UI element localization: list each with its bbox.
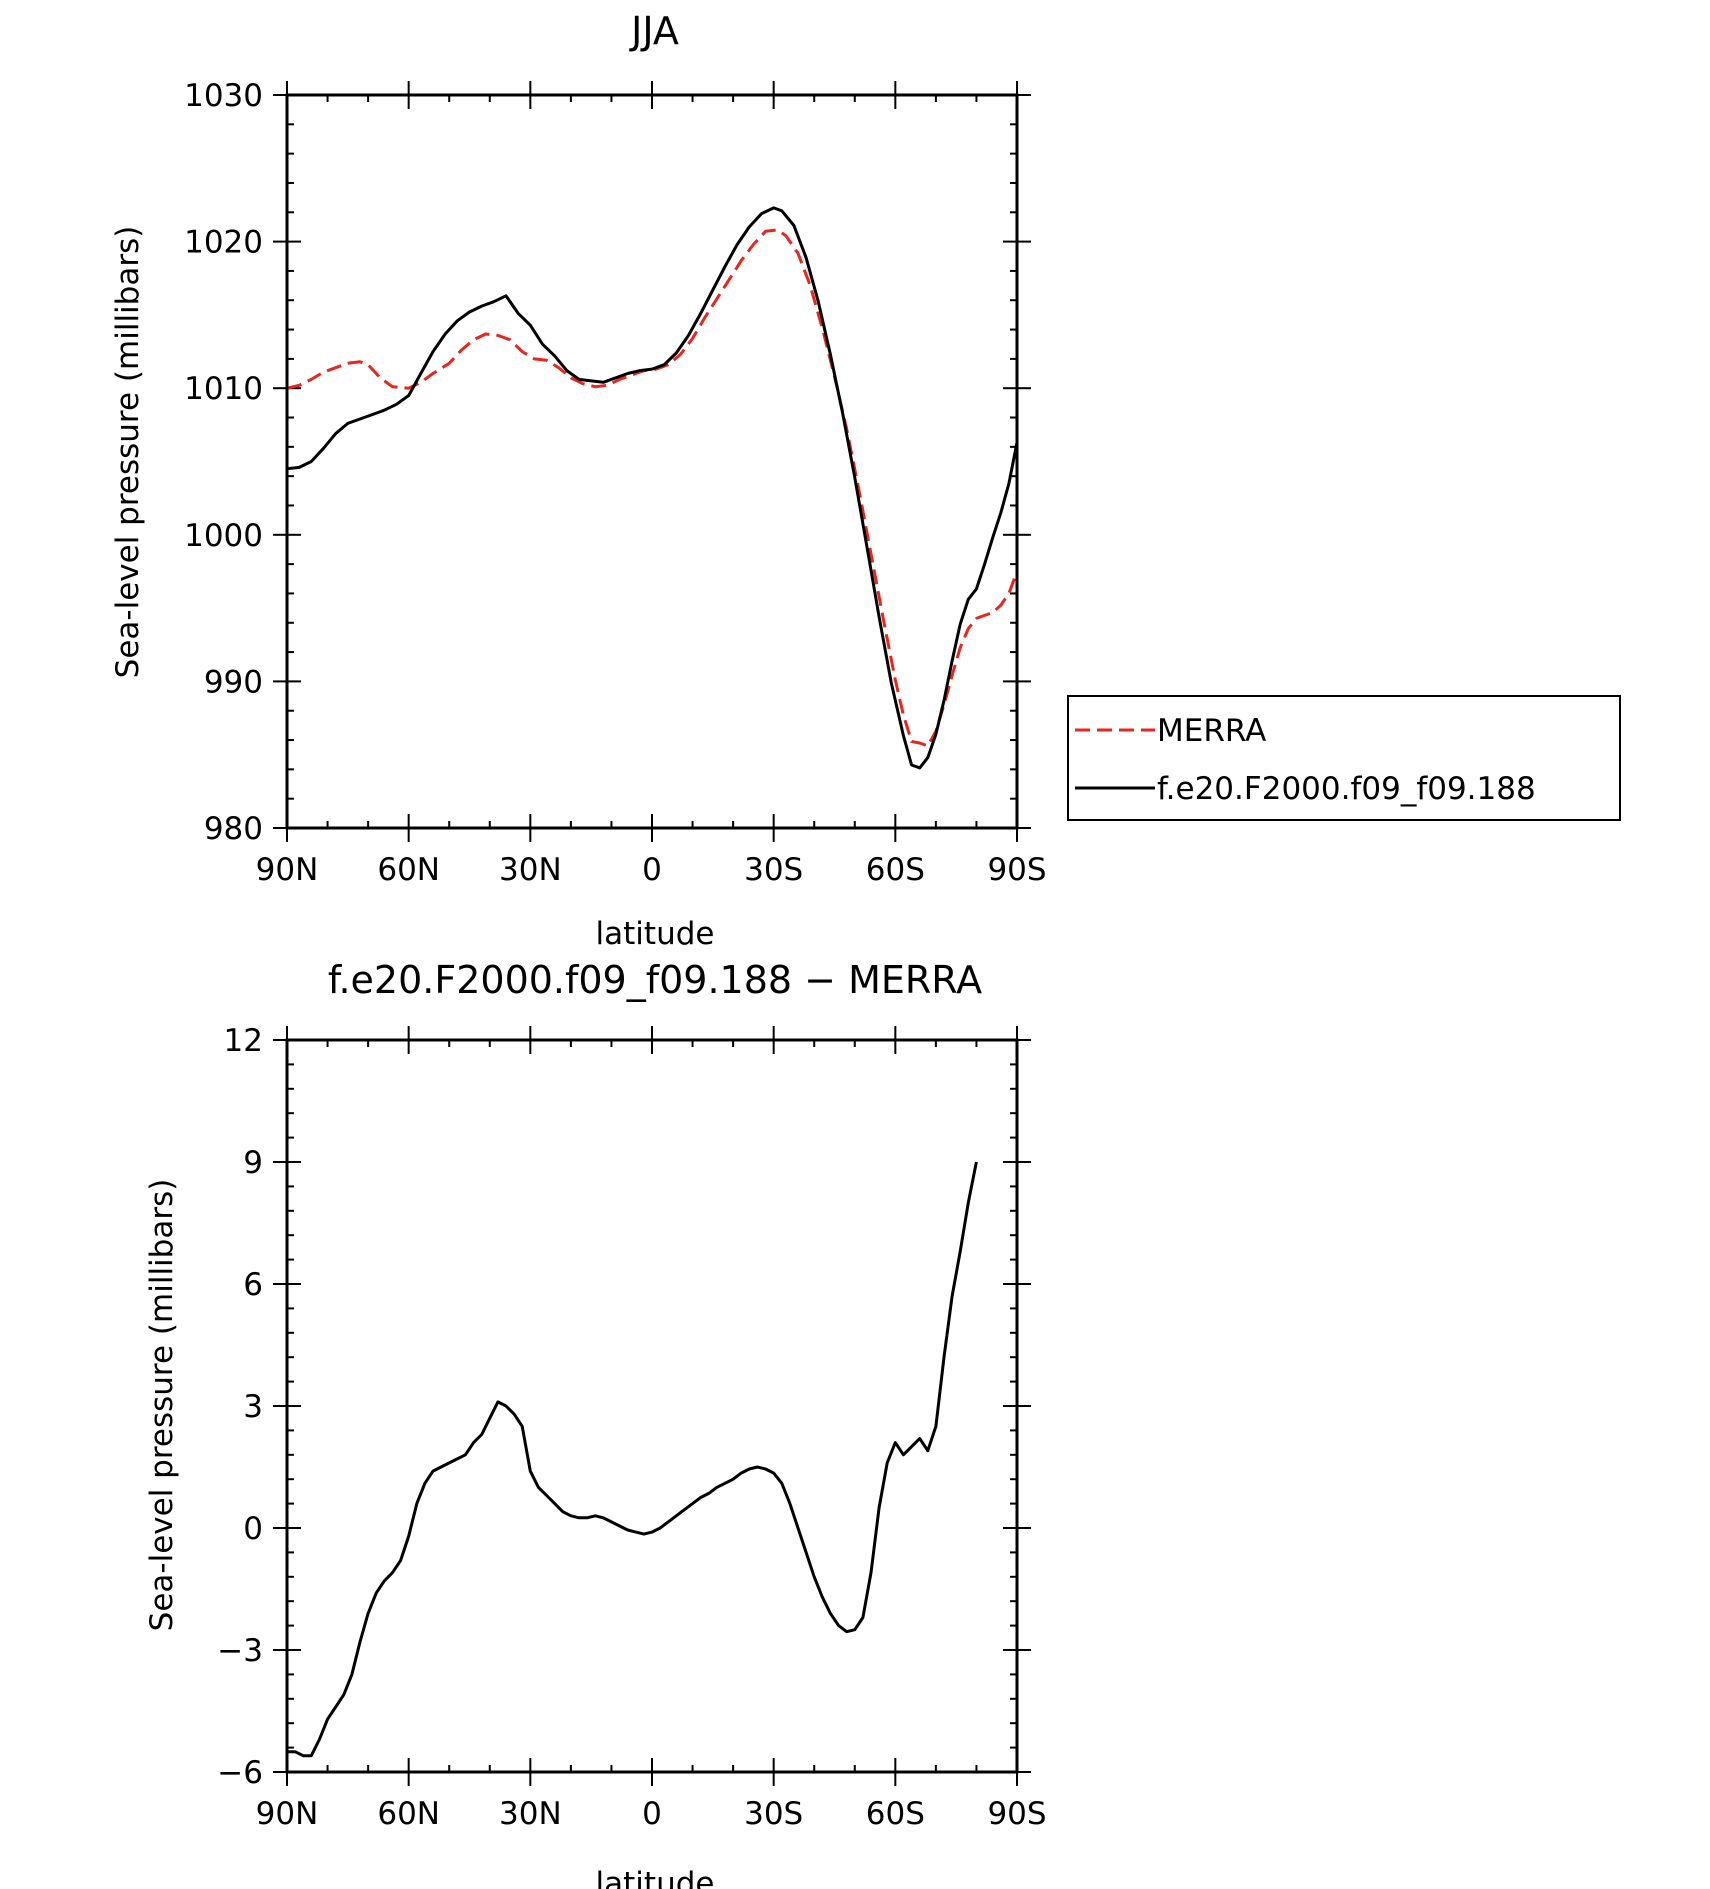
bottom-chart-y-tick-labels: −6 −3 0 3 6 9 12 (217, 1023, 263, 1791)
top-chart-series (286, 206, 1019, 770)
bottom-chart-y-tick-label: −3 (217, 1633, 263, 1669)
bottom-chart-y-axis-label: Sea-level pressure (millibars) (144, 1179, 180, 1632)
bottom-chart-frame (285, 1038, 1019, 1774)
bottom-chart-x-tick-label: 90S (987, 1796, 1046, 1832)
top-chart-x-tick-label: 30N (499, 852, 562, 888)
top-chart-y-tick-label: 1010 (184, 371, 263, 407)
top-chart-x-tick-label: 90S (987, 852, 1046, 888)
bottom-chart-y-tick-label: 9 (243, 1145, 263, 1181)
bottom-chart-x-tick-label: 0 (642, 1796, 662, 1832)
bottom-chart-series (287, 1161, 978, 1758)
top-chart-y-tick-label: 1020 (184, 225, 263, 261)
top-chart-frame (285, 93, 1019, 830)
top-chart-series-line-1 (286, 206, 1019, 770)
bottom-chart-x-tick-label: 90N (256, 1796, 319, 1832)
bottom-chart-y-tick-label: 3 (243, 1389, 263, 1425)
top-chart-x-tick-label: 60S (866, 852, 925, 888)
bottom-chart-y-tick-label: 12 (224, 1023, 263, 1059)
bottom-chart-ticks (273, 1026, 1031, 1786)
bottom-chart-y-tick-label: −6 (217, 1755, 263, 1791)
bottom-chart-x-tick-labels: 90N 60N 30N 0 30S 60S 90S (256, 1796, 1047, 1832)
top-chart-legend: MERRA f.e20.F2000.f09_f09.188 (1067, 695, 1621, 821)
bottom-chart-x-tick-label: 30N (499, 1796, 562, 1832)
top-chart-x-tick-label: 0 (642, 852, 662, 888)
top-chart-x-tick-label: 30S (744, 852, 803, 888)
top-chart-ticks (273, 81, 1031, 842)
bottom-chart-series-line-0 (287, 1161, 978, 1758)
top-chart-x-axis-label: latitude (596, 916, 715, 952)
bottom-chart-y-tick-label: 6 (243, 1267, 263, 1303)
bottom-chart-x-axis-label: latitude (596, 1866, 715, 1889)
top-chart-y-axis-label: Sea-level pressure (millibars) (110, 226, 146, 679)
bottom-chart: f.e20.F2000.f09_f09.188 − MERRA 90N 60N 30… (144, 958, 1047, 1889)
top-chart-y-tick-label: 1030 (184, 78, 263, 114)
bottom-chart-x-tick-label: 60S (866, 1796, 925, 1832)
top-chart-y-tick-label: 1000 (184, 518, 263, 554)
bottom-chart-title: f.e20.F2000.f09_f09.188 − MERRA (328, 958, 982, 1002)
top-chart-x-tick-labels: 90N 60N 30N 0 30S 60S 90S (256, 852, 1047, 888)
bottom-chart-x-tick-label: 30S (744, 1796, 803, 1832)
bottom-chart-y-tick-label: 0 (243, 1511, 263, 1547)
top-chart-y-tick-label: 980 (204, 811, 263, 847)
top-chart-y-tick-labels: 980 990 1000 1010 1020 1030 (184, 78, 263, 847)
top-chart-x-tick-label: 90N (256, 852, 319, 888)
top-chart-title: JJA (629, 9, 679, 53)
top-chart: JJA 90N 60N 30N 0 30S 60S 90S 980 990 1000 1010 10… (110, 9, 1047, 952)
legend-label-model: f.e20.F2000.f09_f09.188 (1157, 771, 1536, 807)
top-chart-x-tick-label: 60N (377, 852, 440, 888)
legend-box (1067, 695, 1621, 821)
bottom-chart-x-tick-label: 60N (377, 1796, 440, 1832)
legend-label-merra: MERRA (1157, 713, 1266, 749)
top-chart-y-tick-label: 990 (204, 664, 263, 700)
